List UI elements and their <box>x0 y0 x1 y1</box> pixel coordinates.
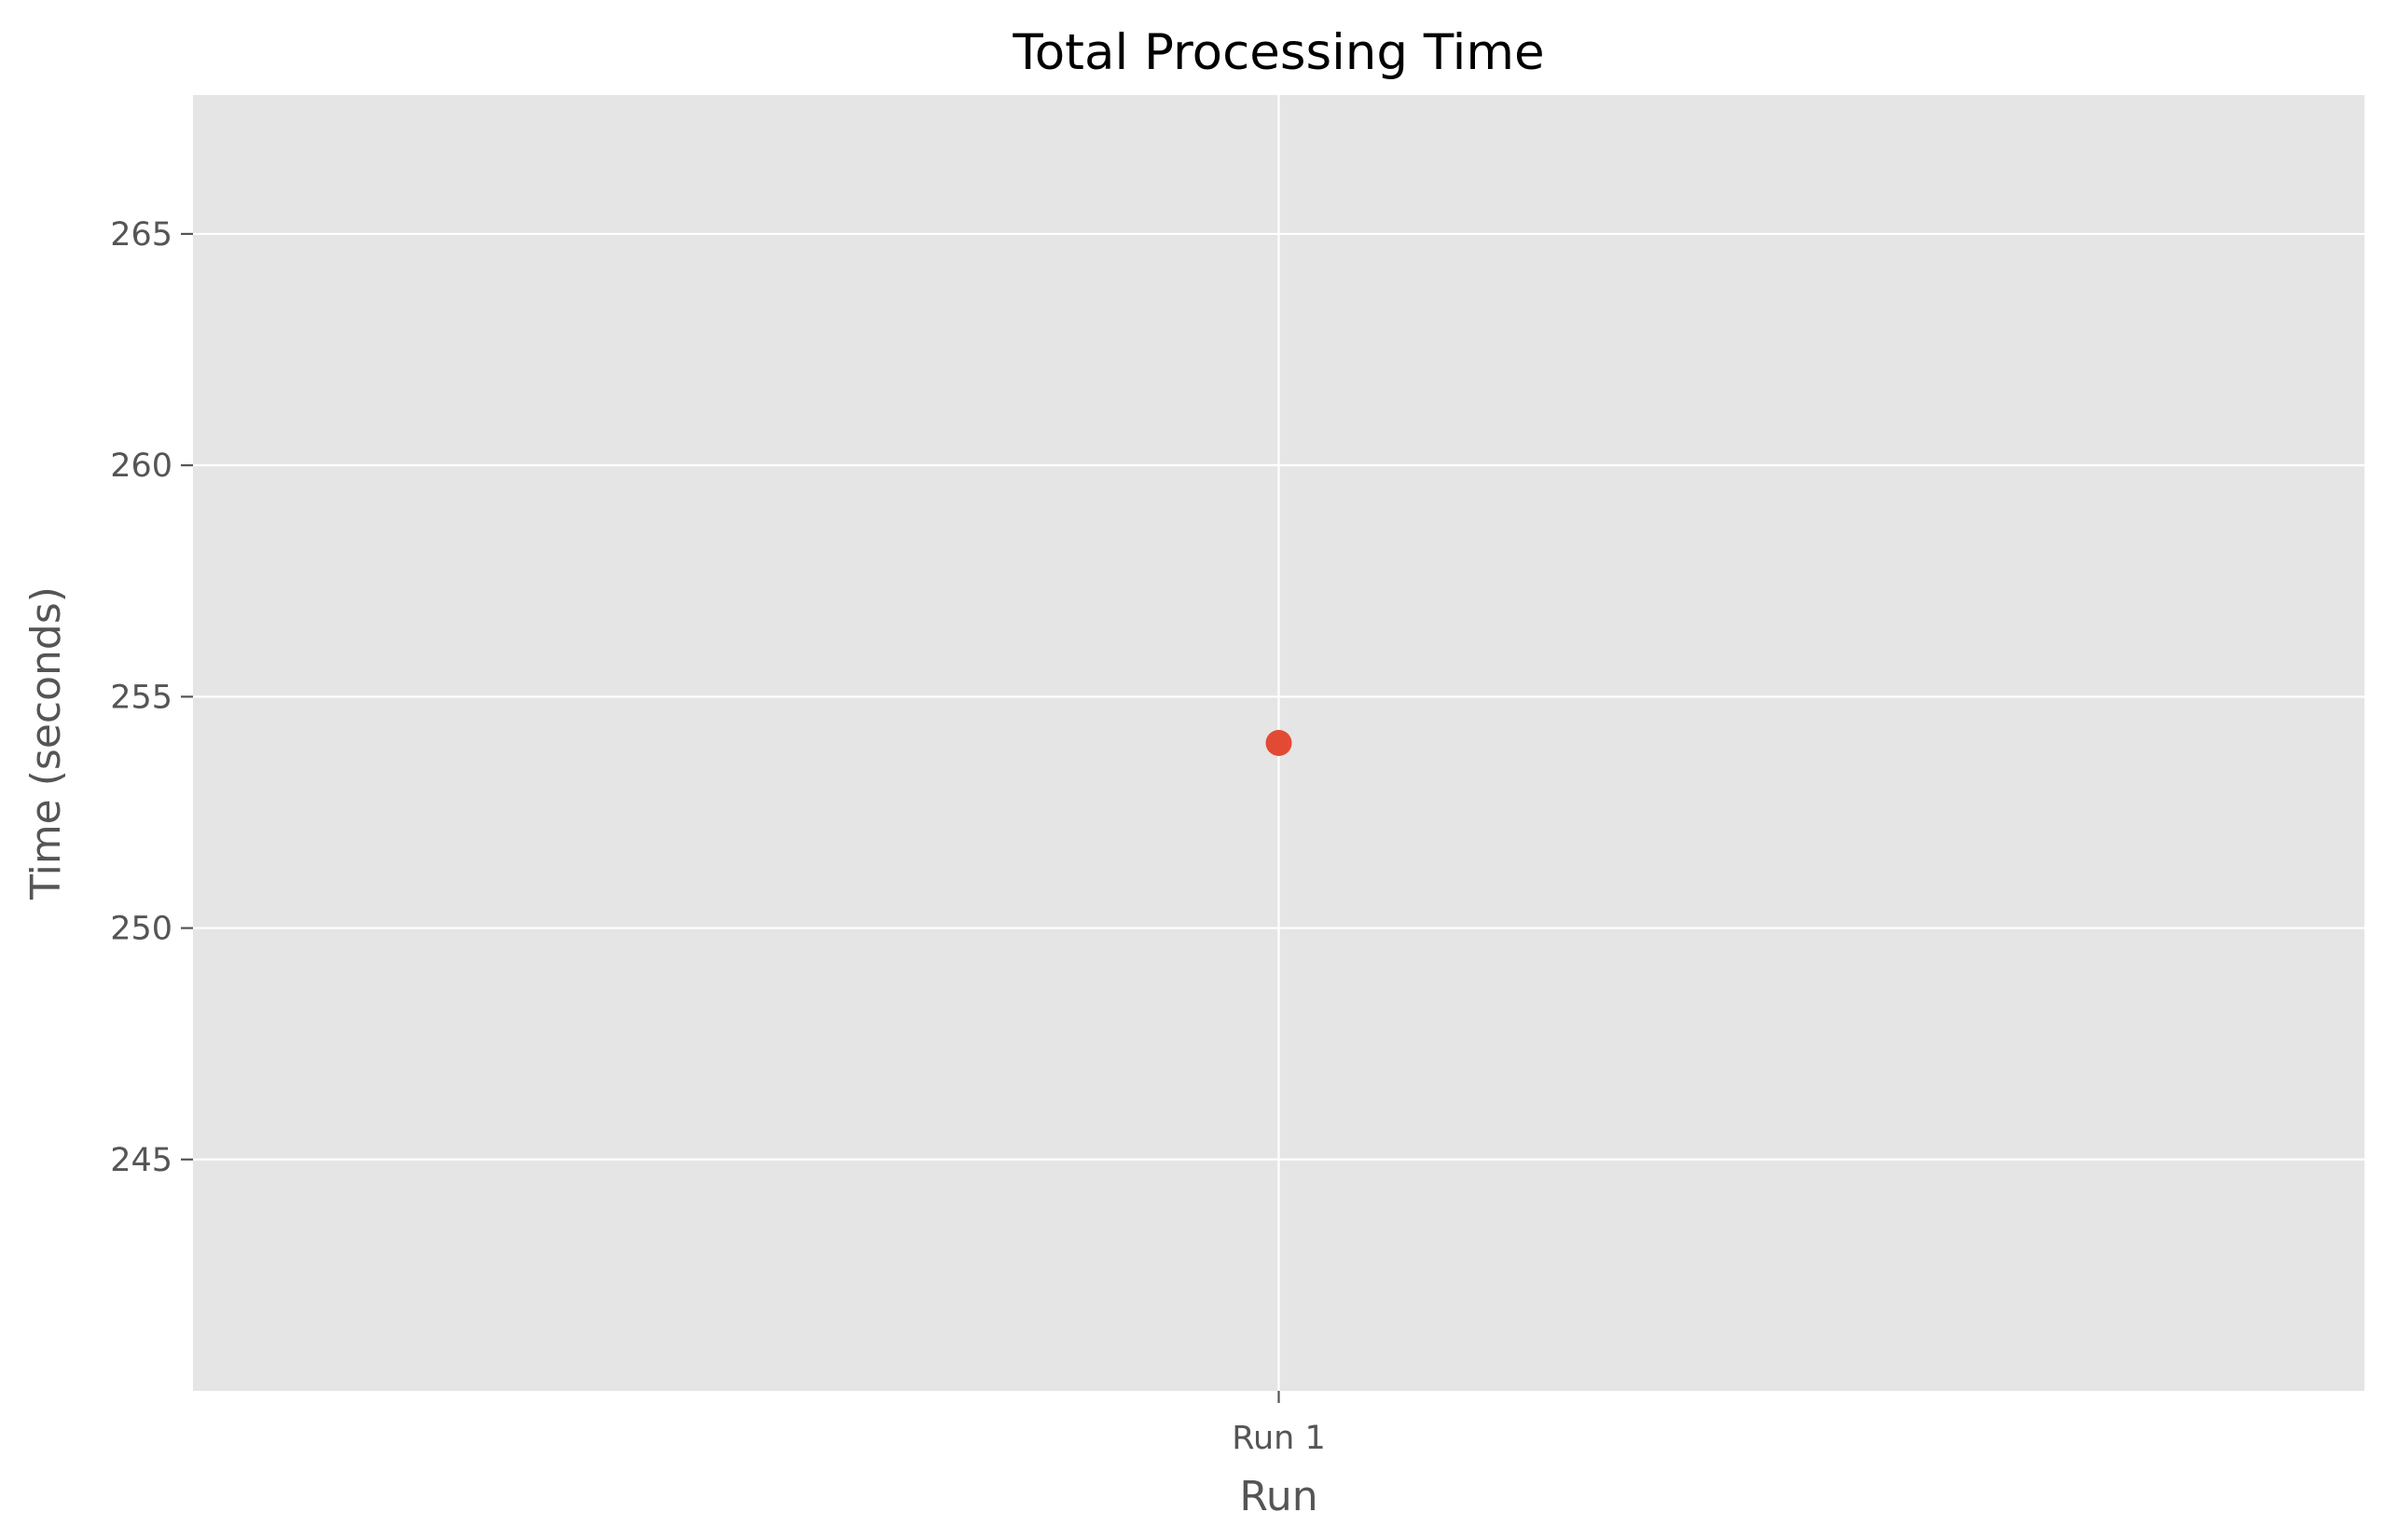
data-point <box>1265 730 1292 756</box>
x-tick-label: Run 1 <box>1232 1420 1326 1457</box>
y-tick-label: 255 <box>110 679 172 716</box>
y-tick-label: 250 <box>110 911 172 948</box>
chart-title: Total Processing Time <box>1012 24 1544 81</box>
axis-ticks: 245 250 255 260 265 Run 1 <box>110 216 1326 1457</box>
y-tick-label: 245 <box>110 1142 172 1179</box>
y-axis-label: Time (seconds) <box>22 586 70 901</box>
data-points <box>1265 730 1292 756</box>
x-axis-label: Run <box>1239 1473 1317 1520</box>
y-tick-label: 265 <box>110 216 172 254</box>
y-tick-label: 260 <box>110 447 172 485</box>
